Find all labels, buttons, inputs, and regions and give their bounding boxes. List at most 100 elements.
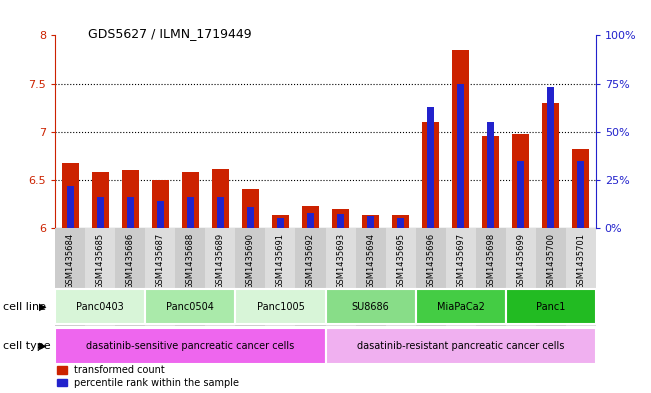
Bar	[212, 169, 229, 228]
Bar	[577, 160, 585, 228]
Text: SU8686: SU8686	[352, 301, 389, 312]
Text: GSM1435694: GSM1435694	[366, 233, 375, 288]
Text: GSM1435699: GSM1435699	[516, 233, 525, 288]
Bar	[355, 287, 385, 326]
Bar	[175, 228, 206, 287]
Bar	[122, 170, 139, 228]
Text: GSM1435684: GSM1435684	[66, 233, 75, 289]
Text: GSM1435697: GSM1435697	[456, 233, 465, 289]
Bar	[302, 206, 319, 228]
Bar	[476, 228, 506, 287]
Bar	[115, 228, 145, 287]
Bar	[427, 107, 434, 228]
Text: GSM1435688: GSM1435688	[186, 233, 195, 289]
Bar	[307, 213, 314, 228]
Bar	[92, 172, 109, 228]
Bar	[277, 218, 284, 228]
Bar	[326, 287, 355, 326]
Bar	[127, 197, 134, 228]
Bar	[457, 83, 464, 228]
Bar	[66, 185, 74, 228]
Bar	[397, 218, 404, 228]
Bar	[326, 228, 355, 287]
Bar	[145, 228, 175, 287]
Text: GSM1435690: GSM1435690	[246, 233, 255, 288]
Bar	[452, 50, 469, 228]
Bar	[55, 287, 85, 326]
Bar	[55, 228, 85, 287]
Bar	[415, 289, 506, 324]
Bar	[145, 289, 236, 324]
Bar	[206, 287, 236, 326]
Bar	[242, 189, 258, 228]
Bar	[547, 87, 555, 228]
Text: GSM1435686: GSM1435686	[126, 233, 135, 289]
Legend: transformed count, percentile rank within the sample: transformed count, percentile rank withi…	[57, 365, 240, 388]
Bar	[85, 228, 115, 287]
Text: cell line: cell line	[3, 301, 46, 312]
Text: GSM1435700: GSM1435700	[546, 233, 555, 288]
Bar	[385, 287, 415, 326]
Bar	[536, 287, 566, 326]
Bar	[236, 287, 266, 326]
Bar	[385, 228, 415, 287]
Bar	[157, 201, 164, 228]
Bar	[175, 287, 206, 326]
Bar	[296, 228, 326, 287]
Bar	[236, 228, 266, 287]
Bar	[572, 149, 589, 228]
Bar	[206, 228, 236, 287]
Bar	[337, 215, 344, 228]
Text: dasatinib-sensitive pancreatic cancer cells: dasatinib-sensitive pancreatic cancer ce…	[87, 341, 294, 351]
Bar	[506, 287, 536, 326]
Text: GSM1435687: GSM1435687	[156, 233, 165, 289]
Text: Panc1005: Panc1005	[256, 301, 305, 312]
Bar	[536, 228, 566, 287]
Bar	[236, 289, 326, 324]
Bar	[85, 287, 115, 326]
Text: GSM1435701: GSM1435701	[576, 233, 585, 288]
Bar	[445, 228, 476, 287]
Text: GSM1435685: GSM1435685	[96, 233, 105, 289]
Bar	[62, 163, 79, 228]
Bar	[247, 207, 254, 228]
Bar	[217, 197, 224, 228]
Bar	[152, 180, 169, 228]
Bar	[272, 215, 289, 228]
Bar	[367, 217, 374, 228]
Bar	[115, 287, 145, 326]
Bar	[476, 287, 506, 326]
Bar	[326, 289, 415, 324]
Bar	[182, 172, 199, 228]
Bar	[355, 228, 385, 287]
Text: Panc0403: Panc0403	[76, 301, 124, 312]
Bar	[393, 215, 409, 228]
Text: GDS5627 / ILMN_1719449: GDS5627 / ILMN_1719449	[88, 28, 251, 40]
Bar	[145, 287, 175, 326]
Bar	[566, 287, 596, 326]
Bar	[415, 228, 445, 287]
Bar	[332, 209, 349, 228]
Bar	[362, 215, 379, 228]
Text: GSM1435691: GSM1435691	[276, 233, 285, 288]
Text: ▶: ▶	[38, 301, 46, 312]
Text: GSM1435696: GSM1435696	[426, 233, 435, 289]
Bar	[487, 122, 494, 228]
Text: GSM1435692: GSM1435692	[306, 233, 315, 288]
Bar	[506, 228, 536, 287]
Text: GSM1435698: GSM1435698	[486, 233, 495, 289]
Text: ▶: ▶	[38, 341, 46, 351]
Bar	[566, 228, 596, 287]
Bar	[517, 160, 524, 228]
Bar	[415, 287, 445, 326]
Bar	[266, 228, 296, 287]
Text: cell type: cell type	[3, 341, 51, 351]
Text: dasatinib-resistant pancreatic cancer cells: dasatinib-resistant pancreatic cancer ce…	[357, 341, 564, 351]
Bar	[55, 328, 325, 364]
Bar	[422, 122, 439, 228]
Text: GSM1435693: GSM1435693	[336, 233, 345, 289]
Text: Panc0504: Panc0504	[167, 301, 214, 312]
Bar	[326, 328, 596, 364]
Bar	[266, 287, 296, 326]
Bar	[55, 289, 145, 324]
